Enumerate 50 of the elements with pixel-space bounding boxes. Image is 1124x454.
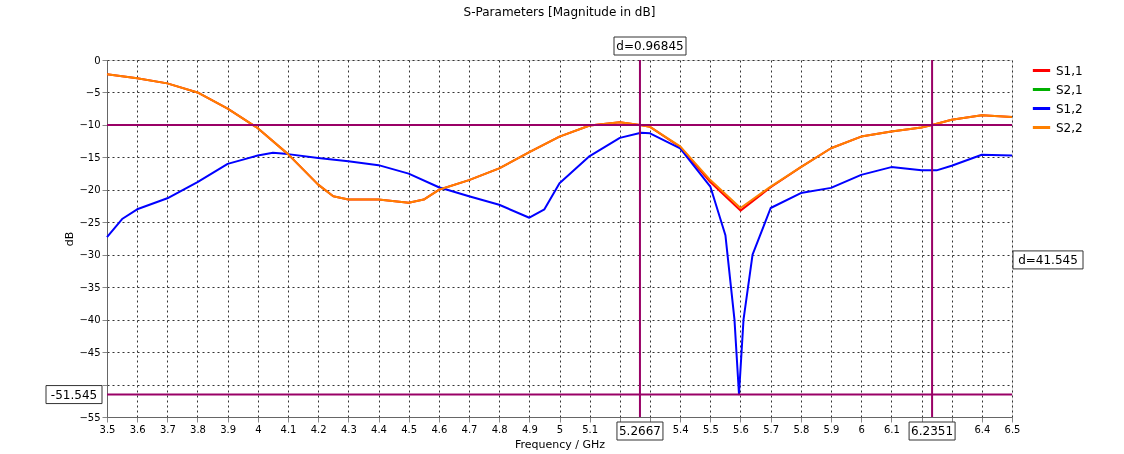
x-tick-label: 4.8 bbox=[491, 423, 508, 435]
x-tick-label: 3.9 bbox=[220, 423, 237, 435]
y-tick-label: −25 bbox=[79, 216, 101, 228]
x-tick-label: 3.5 bbox=[99, 423, 116, 435]
x-tick-label: 3.7 bbox=[159, 423, 176, 435]
x-tick-label: 4.5 bbox=[401, 423, 418, 435]
y-tick-label: −55 bbox=[79, 411, 101, 423]
x-tick-label: 5.1 bbox=[582, 423, 599, 435]
x-tick-label: 4 bbox=[255, 423, 262, 435]
x-tick-label: 6.4 bbox=[974, 423, 991, 435]
legend-label: S1,1 bbox=[1056, 63, 1083, 78]
y-axis-title: dB bbox=[63, 231, 77, 247]
legend-label: S2,2 bbox=[1056, 120, 1083, 135]
x-tick-label: 5.7 bbox=[763, 423, 780, 435]
x-tick-label: 4.7 bbox=[461, 423, 478, 435]
x-tick-label: 4.4 bbox=[371, 423, 387, 435]
x-tick-label: 6.5 bbox=[1004, 423, 1021, 435]
y-tick-label: −20 bbox=[79, 184, 101, 196]
x-tick-label: 5 bbox=[556, 423, 564, 435]
x-tick-label: 4.6 bbox=[431, 423, 448, 435]
x-tick-label: 5.9 bbox=[823, 423, 840, 435]
x-tick-label: 3.8 bbox=[190, 423, 206, 435]
y-tick-label: −15 bbox=[79, 151, 101, 163]
legend-label: S1,2 bbox=[1056, 101, 1083, 116]
x-tick-label: 5.6 bbox=[733, 423, 749, 435]
x-tick-label: 6 bbox=[858, 423, 865, 435]
x-tick-label: 4.1 bbox=[280, 423, 297, 435]
x-tick-label: 3.6 bbox=[129, 423, 146, 435]
ref-line-label: 5.2667 bbox=[618, 424, 661, 438]
text: d=41.545 bbox=[1018, 252, 1078, 267]
x-tick-label: 4.3 bbox=[340, 423, 357, 435]
x-tick-label: 5.5 bbox=[702, 423, 719, 435]
x-tick-label: 4.9 bbox=[521, 423, 538, 435]
y-tick-label: −45 bbox=[79, 346, 101, 358]
y-tick-label: −30 bbox=[79, 249, 101, 261]
x-tick-label: 6.1 bbox=[883, 423, 900, 435]
y-tick-label: 0 bbox=[94, 54, 101, 66]
x-axis-title: Frequency / GHz bbox=[514, 437, 606, 451]
y-tick-label: −35 bbox=[79, 281, 101, 293]
x-tick-label: 5.4 bbox=[672, 423, 689, 435]
y-tick-label: −10 bbox=[79, 119, 101, 131]
y-tick-label: −40 bbox=[79, 314, 101, 326]
ref-line-label: -51.545 bbox=[50, 387, 98, 402]
chart-title: S-Parameters [Magnitude in dB] bbox=[463, 4, 656, 19]
legend-label: S2,1 bbox=[1056, 82, 1083, 97]
ref-line-label: 6.2351 bbox=[911, 424, 954, 438]
y-tick-label: −5 bbox=[85, 86, 101, 98]
x-tick-label: 5.8 bbox=[793, 423, 810, 435]
text: d=0.96845 bbox=[616, 39, 684, 53]
x-tick-label: 4.2 bbox=[310, 423, 327, 435]
